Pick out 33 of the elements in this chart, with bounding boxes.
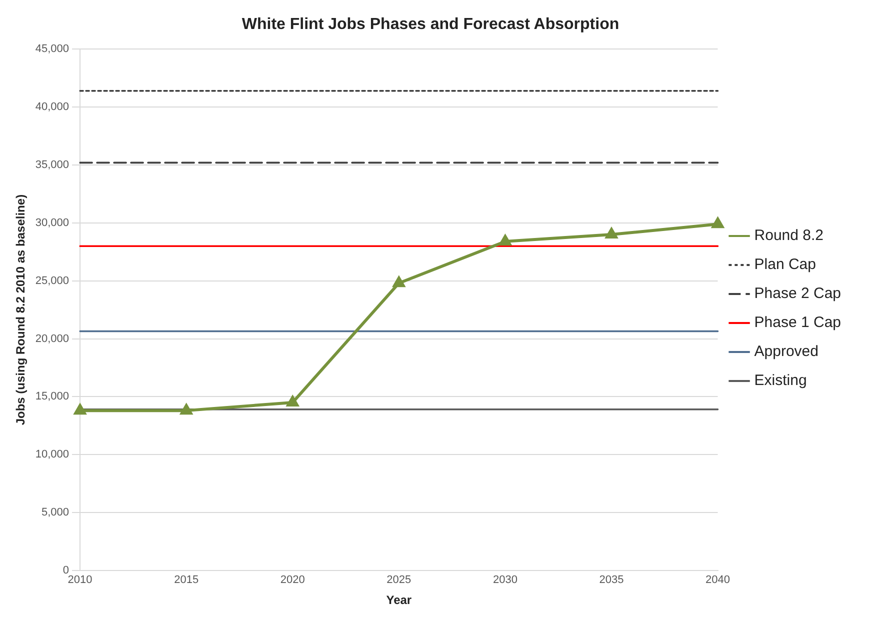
legend-label: Approved (754, 343, 818, 360)
point (286, 396, 298, 406)
legend-label: Plan Cap (754, 256, 816, 274)
y-tick-label: 30,000 (35, 216, 70, 229)
point (712, 218, 724, 228)
point (393, 276, 405, 288)
point (74, 404, 86, 415)
legend-label: Round 8.2 (754, 227, 824, 244)
y-tick-label: 25,000 (35, 274, 70, 287)
y-tick-label: 10,000 (35, 448, 70, 461)
x-tick-label: 2025 (386, 574, 412, 586)
y-tick-label: 20,000 (35, 332, 70, 345)
x-tick-label: 2020 (280, 574, 305, 586)
x-tick-label: 2030 (492, 574, 518, 586)
legend-label: Existing (754, 372, 807, 390)
y-axis-title: Jobs (using Round 8.2 2010 as baseline) (14, 194, 28, 426)
x-axis-title: Year (386, 593, 412, 608)
y-tick-label: 0 (62, 564, 70, 576)
legend-label: Phase 1 Cap (754, 314, 842, 332)
y-tick-label: 35,000 (35, 159, 70, 172)
x-tick-label: 2015 (174, 574, 199, 586)
y-tick-label: 40,000 (35, 101, 70, 114)
x-tick-label: 2010 (68, 574, 92, 586)
point (180, 404, 192, 415)
y-tick-label: 5,000 (42, 506, 70, 519)
legend-label: Phase 2 Cap (754, 285, 842, 302)
x-tick-label: 2040 (706, 574, 730, 586)
x-tick-label: 2035 (599, 574, 624, 586)
point (499, 234, 512, 246)
y-tick-label: 15,000 (35, 390, 70, 403)
y-tick-label: 45,000 (35, 43, 70, 56)
chart-title: White Flint Jobs Phases and Forecast Absorption (242, 16, 620, 34)
point (606, 228, 618, 239)
